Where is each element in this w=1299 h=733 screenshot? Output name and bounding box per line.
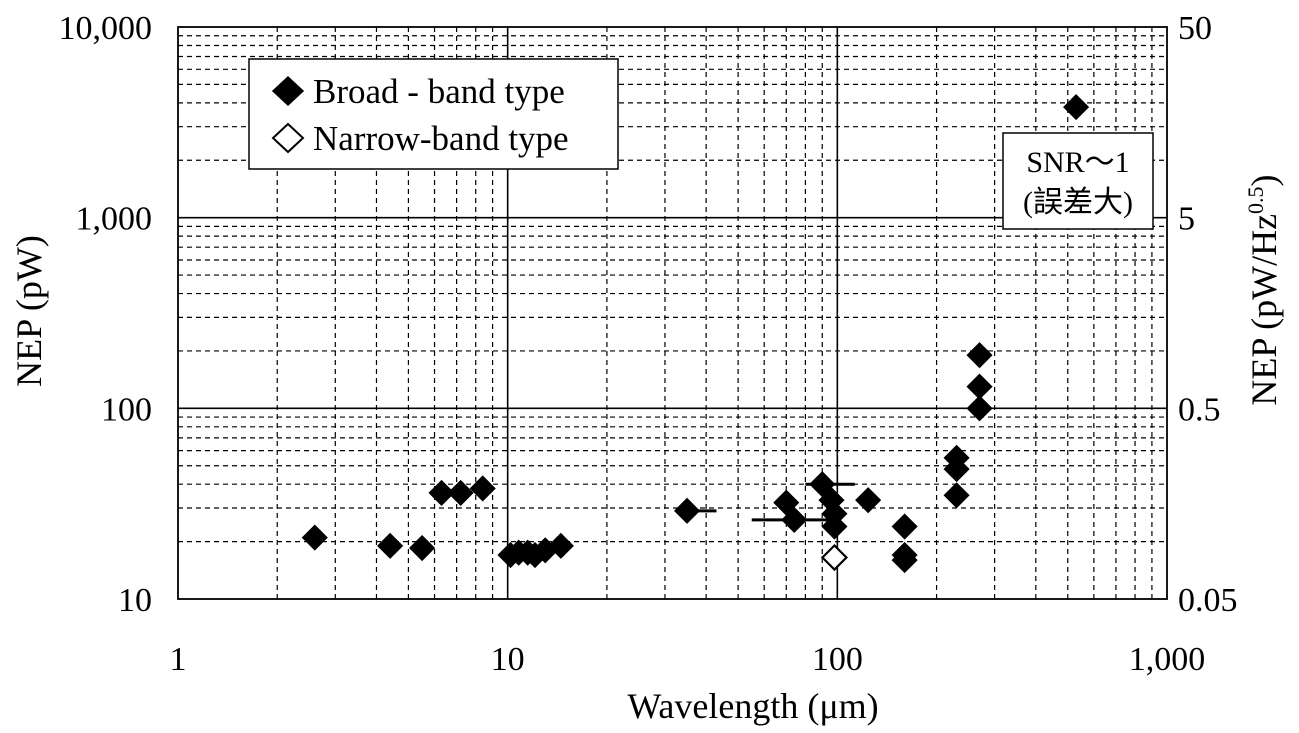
y2-tick-labels: 0.05 0.5 5 50 (1178, 10, 1238, 619)
y2-axis-label-superscript: 0.5 (1243, 186, 1268, 214)
broad-band-point (821, 513, 848, 540)
y-tick-labels: 10 100 1,000 10,000 (59, 10, 153, 619)
y2-tick-label: 50 (1178, 10, 1212, 47)
y2-axis-label: NEP (pW/Hz0.5) (1243, 174, 1284, 405)
broad-band-point (409, 534, 436, 562)
legend: Broad - band type Narrow-band type (248, 58, 619, 170)
legend-marker-narrow-band (271, 122, 305, 154)
y2-tick-label: 5 (1178, 201, 1195, 238)
broad-band-point (1063, 94, 1090, 121)
broad-band-point (809, 471, 836, 498)
y-tick-label: 100 (101, 391, 152, 428)
broad-band-point (855, 487, 882, 514)
x-tick-label: 1 (170, 641, 187, 678)
legend-label-broad-band: Broad - band type (313, 72, 565, 111)
annotation-line-1: SNR～1 (1026, 146, 1129, 179)
broad-band-point (891, 513, 918, 540)
plot-frame (177, 26, 1168, 600)
x-tick-label: 10 (491, 641, 525, 678)
y-tick-label: 1,000 (76, 201, 153, 238)
legend-marker-broad-band (271, 75, 305, 107)
broad-band-point (891, 547, 918, 574)
annotation-box (1002, 132, 1154, 230)
broad-band-point (943, 482, 970, 509)
broad-band-point (781, 506, 808, 533)
broad-band-point (966, 373, 993, 400)
legend-label-narrow-band: Narrow-band type (313, 119, 569, 158)
y2-axis-label-main: NEP (pW/Hz (1244, 214, 1284, 406)
x-tick-labels: 1 10 100 1,000 (170, 641, 1206, 678)
broad-band-point (301, 524, 328, 551)
broad-band-point (966, 342, 993, 369)
y-tick-label: 10,000 (59, 10, 153, 47)
annotation-line-2: (誤差大) (1023, 186, 1133, 219)
broad-band-point (469, 475, 496, 502)
data-markers (301, 94, 1090, 574)
y-axis-label: NEP (pW) (9, 235, 49, 387)
broad-band-point (377, 532, 404, 559)
broad-band-point (773, 489, 800, 516)
narrow-band-point (820, 543, 848, 572)
broad-band-point (966, 395, 993, 422)
snr-annotation: SNR～1 (誤差大) (1002, 132, 1154, 230)
y2-tick-label: 0.5 (1178, 391, 1221, 428)
broad-band-point (943, 456, 970, 483)
legend-box (248, 58, 619, 170)
y-tick-label: 10 (118, 582, 152, 619)
broad-band-point (547, 532, 574, 559)
x-axis-label: Wavelength (μm) (627, 686, 878, 726)
y2-axis-label-close: ) (1244, 174, 1284, 186)
x-tick-label: 100 (812, 641, 863, 678)
broad-band-point (428, 479, 455, 506)
broad-band-point (673, 497, 701, 524)
broad-band-point (447, 479, 474, 506)
x-tick-label: 1,000 (1129, 641, 1206, 678)
y2-tick-label: 0.05 (1178, 582, 1238, 619)
